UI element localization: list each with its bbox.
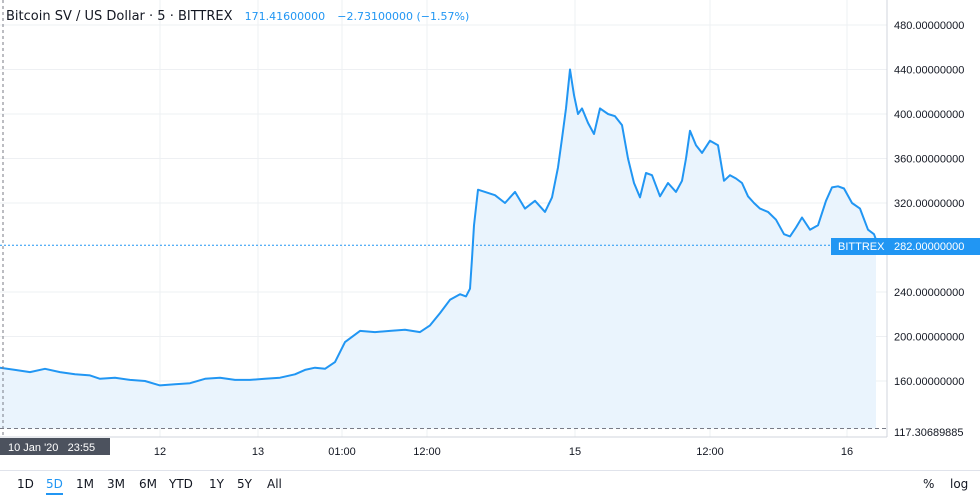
area-fill	[0, 69, 876, 429]
timeframe-1m[interactable]: 1M	[76, 477, 94, 491]
chart-header: Bitcoin SV / US Dollar · 5 · BITTREX 171…	[6, 9, 469, 24]
timeframe-1d[interactable]: 1D	[17, 477, 34, 491]
exchange-badge-label: BITTREX	[838, 241, 885, 253]
symbol-title: Bitcoin SV / US Dollar · 5 · BITTREX	[6, 9, 233, 24]
y-tick-label: 400.00000000	[894, 109, 964, 121]
x-tick-label: 12:00	[696, 446, 724, 458]
x-tick-label: 12	[154, 446, 166, 458]
min-price-value: 117.30689885	[894, 427, 964, 439]
x-tick-label: 01:00	[328, 446, 356, 458]
y-tick-label: 320.00000000	[894, 198, 964, 210]
y-tick-label: 160.00000000	[894, 376, 964, 388]
x-tick-label: 13	[252, 446, 264, 458]
y-tick-label: 440.00000000	[894, 65, 964, 77]
timeframe-5d[interactable]: 5D	[46, 477, 63, 495]
price-line	[0, 68, 877, 387]
last-price: 171.41600000	[244, 10, 326, 23]
y-tick-label: 240.00000000	[894, 287, 964, 299]
timeframe-ytd[interactable]: YTD	[169, 477, 193, 491]
current-price-badge: BITTREX 282.00000000	[831, 238, 980, 255]
timeframe-3m[interactable]: 3M	[107, 477, 125, 491]
price-chart[interactable]: 480.00000000 440.00000000 400.00000000 360.…	[0, 0, 980, 470]
x-tick-label: 15	[569, 446, 581, 458]
y-tick-label: 480.00000000	[894, 20, 964, 32]
x-tick-label: 16	[841, 446, 853, 458]
percent-scale-toggle[interactable]: %	[923, 477, 935, 491]
chart-canvas[interactable]: 480.00000000 440.00000000 400.00000000 360.…	[0, 0, 980, 470]
crosshair-date-badge: 10 Jan '20 23:55	[0, 438, 110, 455]
timeframe-toolbar: 1D 5D 1M 3M 6M YTD 1Y 5Y All % log	[0, 470, 980, 503]
current-price-value: 282.00000000	[894, 241, 964, 253]
y-tick-label: 360.00000000	[894, 154, 964, 166]
y-tick-label: 200.00000000	[894, 332, 964, 344]
x-tick-label: 12:00	[413, 446, 441, 458]
price-change: −2.73100000 (−1.57%)	[337, 10, 470, 23]
min-price-badge: 117.30689885	[894, 427, 964, 439]
timeframe-5y[interactable]: 5Y	[237, 477, 252, 491]
timeframe-all[interactable]: All	[267, 477, 282, 491]
timeframe-6m[interactable]: 6M	[139, 477, 157, 491]
timeframe-1y[interactable]: 1Y	[209, 477, 224, 491]
log-scale-toggle[interactable]: log	[950, 477, 969, 491]
crosshair-date: 10 Jan '20 23:55	[8, 442, 95, 454]
